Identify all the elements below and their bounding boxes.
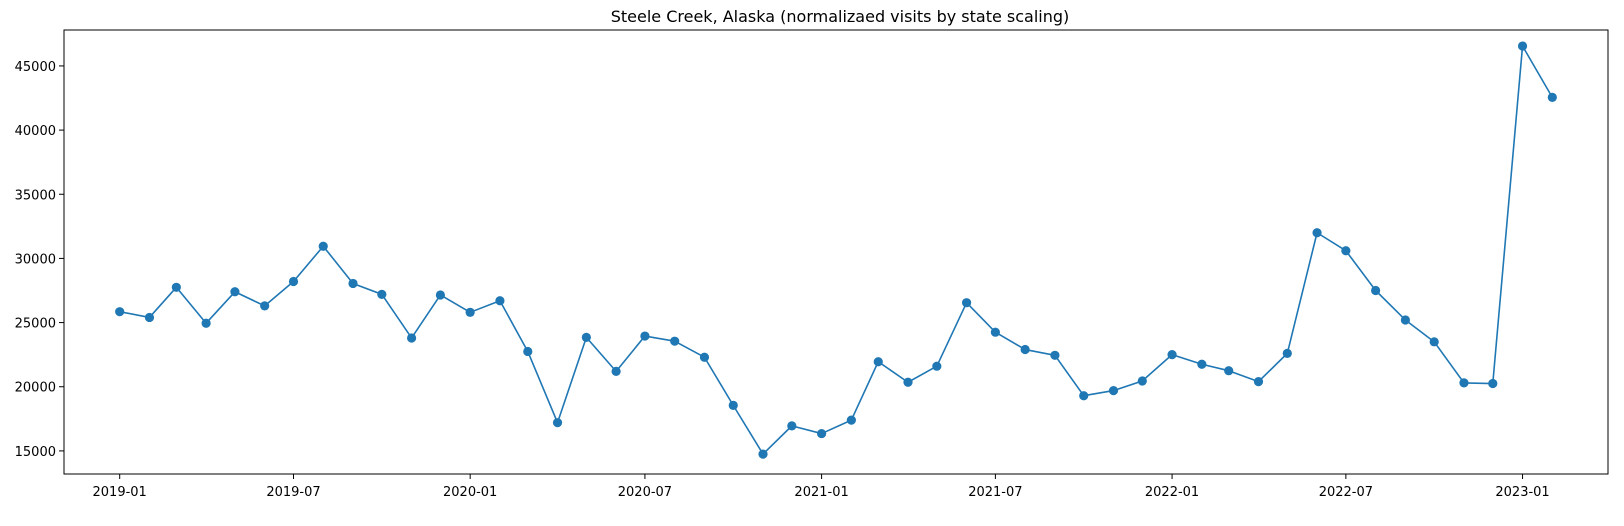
plot-frame xyxy=(63,29,1609,475)
y-tick-label: 15000 xyxy=(15,445,56,460)
data-point xyxy=(171,282,181,292)
data-point xyxy=(1020,344,1030,355)
data-point xyxy=(611,366,621,376)
data-point xyxy=(903,377,913,387)
x-tick-label: 2019-01 xyxy=(93,485,147,500)
data-point xyxy=(201,318,211,328)
data-point xyxy=(1282,348,1292,358)
data-point xyxy=(1341,246,1351,256)
data-point xyxy=(728,400,738,410)
y-tick-label: 35000 xyxy=(15,188,56,203)
data-point xyxy=(1371,285,1381,296)
x-tick-label: 2019-07 xyxy=(266,485,320,500)
data-point xyxy=(640,331,650,341)
data-point xyxy=(932,361,942,371)
data-point xyxy=(1312,228,1322,238)
data-point xyxy=(846,415,856,425)
data-point xyxy=(435,290,445,300)
data-point xyxy=(406,333,417,343)
data-point xyxy=(1224,366,1234,376)
data-point xyxy=(465,307,475,317)
data-point xyxy=(144,312,155,323)
data-point xyxy=(1137,376,1147,386)
y-tick-label: 45000 xyxy=(15,60,56,75)
data-point xyxy=(377,289,387,299)
x-tick-label: 2023-01 xyxy=(1495,485,1549,500)
chart-title: Steele Creek, Alaska (normalizaed visits… xyxy=(611,7,1070,26)
x-tick-label: 2021-01 xyxy=(794,485,848,500)
data-point xyxy=(288,276,299,287)
y-tick-label: 40000 xyxy=(15,124,56,139)
series-line xyxy=(119,45,1554,455)
plot-area: 15000 20000 25000 30000 35000 40000 45000 2019-… xyxy=(15,29,1609,500)
data-point xyxy=(115,307,125,317)
data-point xyxy=(990,327,1000,337)
data-point xyxy=(348,278,358,289)
data-point xyxy=(1108,385,1119,396)
data-point xyxy=(758,449,768,459)
data-point xyxy=(873,357,883,367)
x-tick-label: 2022-07 xyxy=(1319,485,1373,500)
data-point xyxy=(1488,378,1498,389)
data-point xyxy=(1197,359,1207,369)
x-tick-label: 2022-01 xyxy=(1145,485,1199,500)
data-point xyxy=(495,296,505,306)
data-point xyxy=(260,301,270,311)
data-point xyxy=(1050,350,1060,360)
data-point xyxy=(699,352,710,362)
data-point xyxy=(581,332,591,342)
data-point xyxy=(817,428,827,439)
data-point xyxy=(1459,378,1469,388)
data-point xyxy=(1079,391,1089,401)
x-tick-label: 2020-01 xyxy=(443,485,497,500)
y-tick-label: 25000 xyxy=(15,317,56,332)
data-point xyxy=(961,298,972,308)
data-point xyxy=(1517,41,1528,51)
y-tick-label: 20000 xyxy=(15,381,56,396)
data-point xyxy=(1400,315,1410,325)
data-point xyxy=(1429,337,1439,347)
data-point xyxy=(1253,377,1264,387)
data-point xyxy=(1167,350,1177,360)
x-tick-label: 2021-07 xyxy=(968,485,1022,500)
x-tick-label: 2020-07 xyxy=(618,485,672,500)
data-point xyxy=(1547,92,1557,102)
data-point xyxy=(230,287,240,297)
data-point xyxy=(552,418,563,428)
y-tick-label: 30000 xyxy=(15,252,56,267)
data-point xyxy=(787,421,797,431)
data-point xyxy=(318,241,328,251)
data-point xyxy=(523,346,533,357)
data-point xyxy=(670,336,680,346)
